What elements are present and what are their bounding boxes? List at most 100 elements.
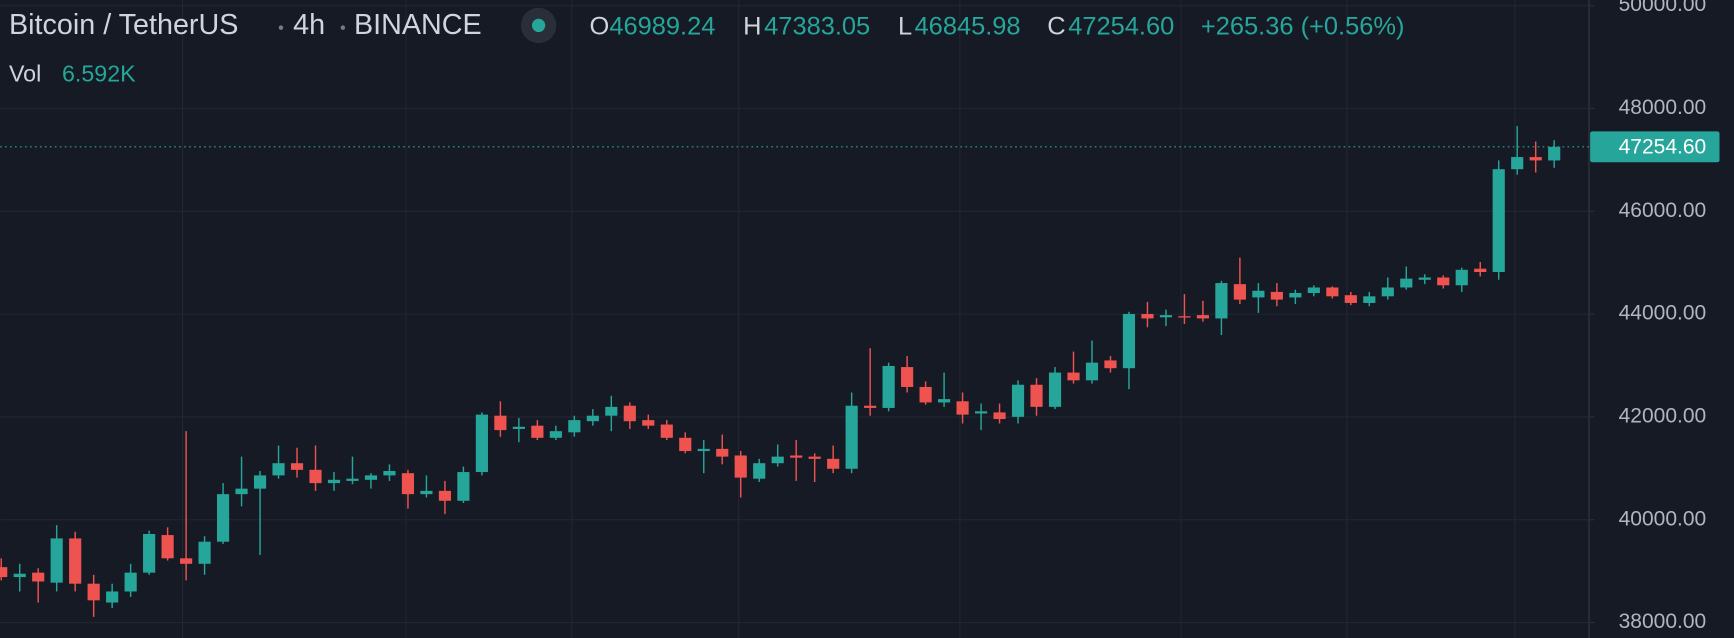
price-axis: 38000.00 40000.00 42000.00 44000.00 46000.00…: [1589, 0, 1706, 633]
candle-body: [1067, 372, 1080, 381]
candle-body: [845, 405, 858, 469]
ohlc-value: 46845.98: [915, 12, 1021, 40]
candle-body: [623, 405, 636, 422]
candle-body: [808, 456, 821, 459]
candle-body: [290, 463, 304, 470]
candle-body: [87, 583, 100, 601]
candle-body: [1141, 314, 1154, 319]
candle-body: [697, 448, 710, 452]
candle-body: [605, 406, 618, 416]
candle-body: [1511, 157, 1524, 170]
volume-label: Vol: [9, 60, 41, 86]
ohlc-label: L: [898, 12, 912, 40]
candle-body: [1030, 384, 1043, 407]
candle-body: [1455, 269, 1468, 286]
candle-body: [438, 490, 452, 501]
candle-body: [475, 414, 488, 473]
candle-body: [272, 463, 285, 476]
y-tick-label: 44000.00: [1619, 302, 1707, 325]
candle-body: [216, 494, 230, 542]
candle-body: [383, 470, 396, 476]
interval: 4h: [293, 9, 325, 41]
y-tick-label: 38000.00: [1619, 610, 1707, 633]
ohlc-label: C: [1047, 12, 1065, 40]
candle-body: [1529, 157, 1542, 161]
last-price-label: 47254.60: [1619, 135, 1707, 158]
candle-body: [124, 572, 137, 592]
candle-body: [401, 473, 415, 495]
candle-body: [1196, 315, 1209, 319]
candle-body: [161, 535, 174, 559]
horizontal-grid: [0, 5, 1590, 624]
candle-body: [1011, 384, 1025, 417]
candle-body: [309, 469, 322, 484]
candle-body: [1307, 287, 1320, 293]
candle-body: [549, 431, 562, 438]
volume-value: 6.592K: [62, 60, 136, 86]
candle-body: [69, 538, 82, 584]
candle-body: [1178, 316, 1191, 318]
candles: [0, 126, 1561, 617]
candle-body: [660, 424, 673, 438]
candle-body: [1215, 283, 1228, 319]
candle-body: [327, 479, 341, 484]
candle-body: [679, 437, 692, 452]
candle-body: [457, 472, 470, 501]
candle-body: [790, 455, 803, 458]
candle-body: [1400, 278, 1413, 288]
candle-body: [235, 488, 248, 495]
y-tick-label: 40000.00: [1619, 507, 1707, 530]
vertical-grid: [182, 0, 1516, 638]
candle-body: [420, 490, 433, 495]
candle-body: [1344, 295, 1357, 303]
ohlc-label: O: [589, 12, 609, 40]
ohlc-value: 47383.05: [764, 12, 870, 40]
candle-body: [364, 475, 378, 480]
ohlc-label: H: [743, 12, 761, 40]
candle-body: [1418, 277, 1431, 280]
candle-body: [494, 415, 507, 431]
candle-body: [13, 573, 26, 578]
ohlc-value: 47254.60: [1068, 12, 1174, 40]
candle-body: [1252, 290, 1265, 298]
candle-body: [771, 456, 784, 464]
candle-body: [974, 411, 988, 414]
candle-body: [0, 567, 8, 578]
candle-body: [1085, 362, 1099, 381]
candle-body: [1363, 296, 1376, 303]
candle-body: [1159, 315, 1173, 318]
y-tick-label: 48000.00: [1619, 96, 1707, 119]
candle-body: [1104, 360, 1117, 369]
y-tick-label: 50000.00: [1619, 0, 1707, 16]
symbol-title: Bitcoin / TetherUS: [9, 9, 238, 41]
candle-body: [938, 399, 951, 403]
candle-body: [1437, 277, 1450, 286]
candle-body: [346, 478, 359, 481]
candle-body: [827, 458, 840, 469]
candle-body: [956, 401, 969, 415]
candle-body: [1326, 287, 1339, 297]
candle-body: [1233, 284, 1246, 300]
candle-body: [198, 541, 211, 564]
candle-body: [864, 405, 877, 408]
separator-dot: [278, 25, 284, 30]
candle-body: [882, 365, 895, 408]
last-price-tag: [1590, 131, 1720, 163]
legend-header: Bitcoin / TetherUS 4h BINANCE O 46989.24…: [9, 7, 1404, 86]
candle-body: [531, 425, 544, 438]
candle-body: [50, 538, 63, 583]
candle-body: [143, 533, 156, 573]
candle-body: [716, 448, 729, 457]
y-tick-label: 42000.00: [1619, 404, 1707, 427]
candle-body: [586, 415, 599, 422]
candle-body: [734, 455, 747, 478]
candle-body: [1474, 268, 1487, 273]
candle-body: [1048, 372, 1062, 407]
candle-body: [568, 420, 581, 433]
candle-body: [901, 367, 914, 387]
candle-body: [106, 591, 119, 603]
candle-body: [1289, 292, 1302, 298]
candle-body: [512, 426, 525, 429]
